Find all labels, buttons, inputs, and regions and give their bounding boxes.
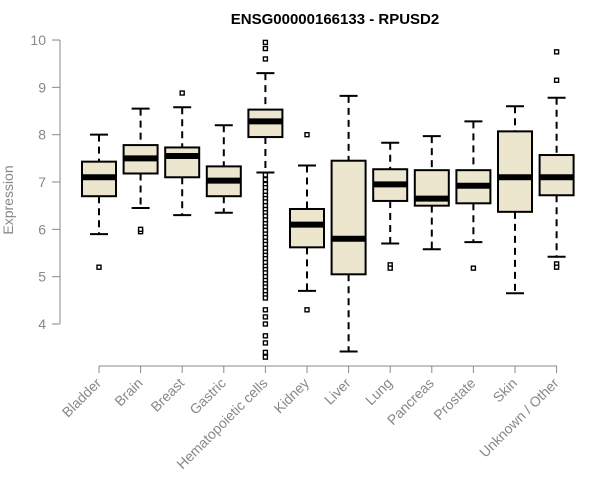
outlier-point [262,45,269,52]
box-kidney [289,131,325,313]
box-iqr [497,130,533,213]
outlier-point [262,321,269,327]
x-tick-label: Breast [147,375,187,415]
y-tick-label: 6 [38,221,46,237]
x-tick-label: Lung [362,375,395,408]
outlier-point [262,39,269,46]
box-hematopoietic-cells [247,39,284,360]
x-tick-label: Brain [111,375,145,409]
outlier-point [262,354,269,360]
x-tick-label: Bladder [59,375,105,421]
box-iqr [330,159,367,276]
y-tick-label: 5 [38,269,46,285]
boxes [81,39,575,360]
y-ticks: 4 5 6 7 8 9 10 [30,32,60,332]
outlier-point [304,131,310,138]
outlier-point [262,295,269,301]
box-liver [330,94,367,353]
outlier-point [262,340,269,346]
x-tick-label: Skin [490,375,521,406]
outlier-point [262,176,269,183]
outlier-point [179,90,185,96]
box-lung [372,141,409,271]
y-tick-label: 10 [30,32,46,48]
box-gastric [205,124,242,214]
box-breast [164,90,201,217]
box-iqr [164,146,201,179]
outlier-point [262,172,269,178]
x-tick-label: Unknown / Other [476,375,562,461]
x-tick-label: Liver [321,375,354,408]
outlier-point [470,265,477,271]
outlier-point [553,264,560,270]
outlier-point [304,307,310,313]
outlier-point [96,264,102,270]
outlier-point [262,349,269,356]
y-tick-label: 7 [38,174,46,190]
box-unknown-other [538,49,575,270]
chart-title: ENSG00000166133 - RPUSD2 [231,11,439,28]
box-pancreas [413,135,450,251]
y-axis-label: Expression [0,165,16,234]
outlier-point [137,226,144,233]
box-prostate [455,120,492,271]
box-brain [122,107,159,235]
y-tick-label: 4 [38,316,46,332]
box-bladder [81,133,117,270]
outlier-point [387,265,393,271]
x-tick-label: Prostate [430,375,478,423]
outlier-point [262,307,269,313]
x-tick-label: Kidney [271,375,313,417]
outlier-point [262,333,269,339]
outlier-point [553,77,560,83]
y-tick-label: 9 [38,79,46,95]
outlier-point [262,56,269,62]
outlier-point [553,49,560,55]
box-iqr [289,207,325,249]
box-skin [497,105,533,295]
y-tick-label: 8 [38,127,46,143]
outlier-point [262,314,269,320]
